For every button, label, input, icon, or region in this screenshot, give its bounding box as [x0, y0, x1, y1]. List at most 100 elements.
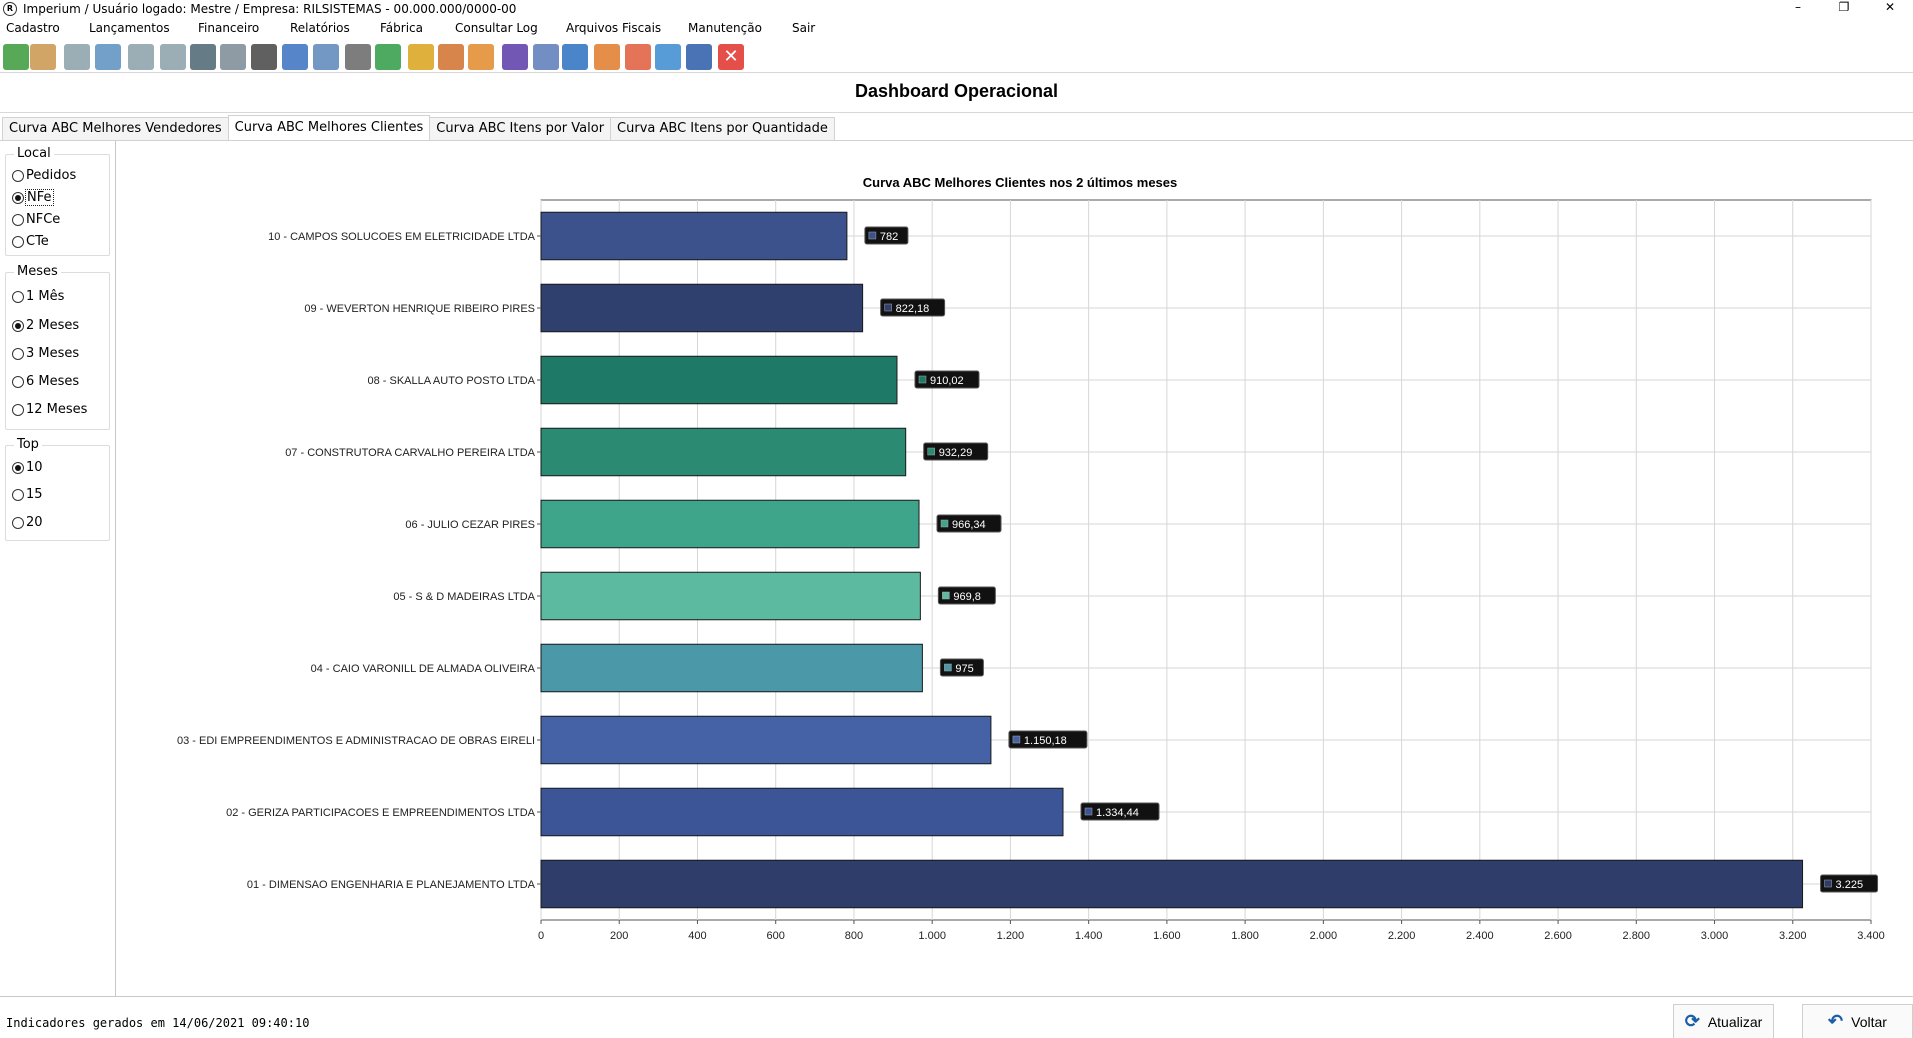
close-icon[interactable]: ✕ — [718, 44, 744, 70]
x-tick-label: 2.000 — [1310, 930, 1338, 942]
tab-melhores-clientes[interactable]: Curva ABC Melhores Clientes — [227, 115, 431, 140]
tag3-icon[interactable] — [160, 44, 186, 70]
data-label-swatch — [1012, 735, 1021, 744]
radio-circle[interactable] — [12, 403, 24, 416]
meses-group-title: Meses — [14, 264, 61, 279]
category-label: 02 - GERIZA PARTICIPACOES E EMPREENDIMEN… — [226, 807, 536, 819]
tab-divider — [0, 140, 1913, 141]
menu-arquivos-fiscais[interactable]: Arquivos Fiscais — [566, 21, 662, 35]
top-group: Top 10 15 20 — [5, 437, 110, 541]
radio-label: Pedidos — [26, 168, 77, 183]
safe-icon[interactable] — [220, 44, 246, 70]
radio-top-20[interactable]: 20 — [12, 515, 43, 530]
category-label: 07 - CONSTRUTORA CARVALHO PEREIRA LTDA — [285, 447, 535, 459]
radio-circle[interactable] — [12, 191, 24, 204]
x-tick-label: 1.800 — [1231, 930, 1259, 942]
radio-label: 12 Meses — [26, 402, 88, 417]
chart-title: Curva ABC Melhores Clientes nos 2 último… — [863, 175, 1178, 190]
radio-circle[interactable] — [12, 169, 24, 182]
menu-fabrica[interactable]: Fábrica — [380, 21, 423, 35]
voltar-label: Voltar — [1851, 1013, 1887, 1030]
radio-circle[interactable] — [12, 235, 24, 248]
radio-pedidos[interactable]: Pedidos — [12, 168, 76, 183]
users-icon[interactable] — [30, 44, 56, 70]
tag-icon[interactable] — [64, 44, 90, 70]
x-tick-label: 1.000 — [918, 930, 946, 942]
restore-icon[interactable]: ❐ — [1838, 0, 1850, 14]
person2-icon[interactable] — [625, 44, 651, 70]
dfe-icon[interactable] — [95, 44, 121, 70]
radio-circle[interactable] — [12, 461, 24, 474]
atualizar-button[interactable]: ⟳ Atualizar — [1673, 1004, 1774, 1038]
radio-3-meses[interactable]: 3 Meses — [12, 346, 79, 361]
x-tick-label: 2.800 — [1623, 930, 1651, 942]
notebook-icon[interactable] — [190, 44, 216, 70]
radio-circle[interactable] — [12, 213, 24, 226]
radio-circle[interactable] — [12, 319, 24, 332]
radio-nfe[interactable]: NFe — [12, 189, 54, 206]
data-label: 822,18 — [896, 303, 930, 315]
tag2-icon[interactable] — [128, 44, 154, 70]
status-divider — [0, 996, 1913, 997]
radio-circle[interactable] — [12, 290, 24, 303]
window-title: Imperium / Usuário logado: Mestre / Empr… — [23, 1, 517, 16]
minimize-icon[interactable]: – — [1795, 0, 1801, 14]
x-tick-label: 1.600 — [1153, 930, 1181, 942]
x-tick-label: 3.200 — [1779, 930, 1807, 942]
card-icon[interactable] — [282, 44, 308, 70]
radio-label: 1 Mês — [26, 289, 65, 304]
x-tick-label: 0 — [538, 930, 544, 942]
menu-cadastro[interactable]: Cadastro — [6, 21, 60, 35]
menu-manutencao[interactable]: Manutenção — [688, 21, 762, 35]
book-icon[interactable] — [3, 44, 29, 70]
search-icon[interactable] — [562, 44, 588, 70]
menu-consultar-log[interactable]: Consultar Log — [455, 21, 538, 35]
radio-cte[interactable]: CTe — [12, 234, 49, 249]
factory-icon[interactable] — [438, 44, 464, 70]
radio-6-meses[interactable]: 6 Meses — [12, 374, 79, 389]
report-icon[interactable] — [533, 44, 559, 70]
money-up-icon[interactable] — [375, 44, 401, 70]
close-window-icon[interactable]: ✕ — [1884, 0, 1896, 14]
tab-itens-por-valor[interactable]: Curva ABC Itens por Valor — [429, 117, 612, 140]
radio-circle[interactable] — [12, 516, 24, 529]
money-down-icon[interactable] — [408, 44, 434, 70]
bar — [540, 499, 920, 549]
check-icon[interactable] — [313, 44, 339, 70]
data-label-box — [936, 514, 1002, 533]
tab-itens-por-quantidade[interactable]: Curva ABC Itens por Quantidade — [610, 117, 835, 140]
data-label-box — [1008, 730, 1088, 749]
x-tick-label: 1.400 — [1075, 930, 1103, 942]
menu-lancamentos[interactable]: Lançamentos — [89, 21, 170, 35]
person-icon[interactable] — [594, 44, 620, 70]
radio-1-mes[interactable]: 1 Mês — [12, 289, 64, 304]
menu-relatorios[interactable]: Relatórios — [290, 21, 350, 35]
radio-top-10[interactable]: 10 — [12, 460, 43, 475]
barcode-icon[interactable] — [251, 44, 277, 70]
radio-2-meses[interactable]: 2 Meses — [12, 318, 79, 333]
voltar-button[interactable]: ↶ Voltar — [1802, 1004, 1913, 1038]
line-chart-icon[interactable] — [655, 44, 681, 70]
radio-label: 2 Meses — [26, 318, 80, 333]
bar-chart-icon[interactable] — [686, 44, 712, 70]
radio-circle[interactable] — [12, 347, 24, 360]
menu-financeiro[interactable]: Financeiro — [198, 21, 260, 35]
data-label-box — [1820, 874, 1879, 893]
tab-melhores-vendedores[interactable]: Curva ABC Melhores Vendedores — [2, 117, 229, 140]
menu-sair[interactable]: Sair — [792, 21, 816, 35]
email-icon[interactable] — [502, 44, 528, 70]
radio-12-meses[interactable]: 12 Meses — [12, 402, 87, 417]
cheque-icon[interactable] — [345, 44, 371, 70]
radio-circle[interactable] — [12, 488, 24, 501]
data-label: 1.150,18 — [1024, 735, 1067, 747]
sintegra-icon[interactable] — [468, 44, 494, 70]
refresh-icon: ⟳ — [1684, 1011, 1700, 1031]
title-divider — [0, 112, 1913, 113]
data-label: 910,02 — [930, 375, 964, 387]
x-tick-label: 400 — [688, 930, 706, 942]
radio-circle[interactable] — [12, 375, 24, 388]
filter-panel: Local Pedidos NFe NFCe CTe Meses 1 Mês 2… — [0, 141, 116, 996]
radio-top-15[interactable]: 15 — [12, 487, 43, 502]
radio-nfce[interactable]: NFCe — [12, 212, 60, 227]
category-label: 05 - S & D MADEIRAS LTDA — [393, 591, 535, 603]
